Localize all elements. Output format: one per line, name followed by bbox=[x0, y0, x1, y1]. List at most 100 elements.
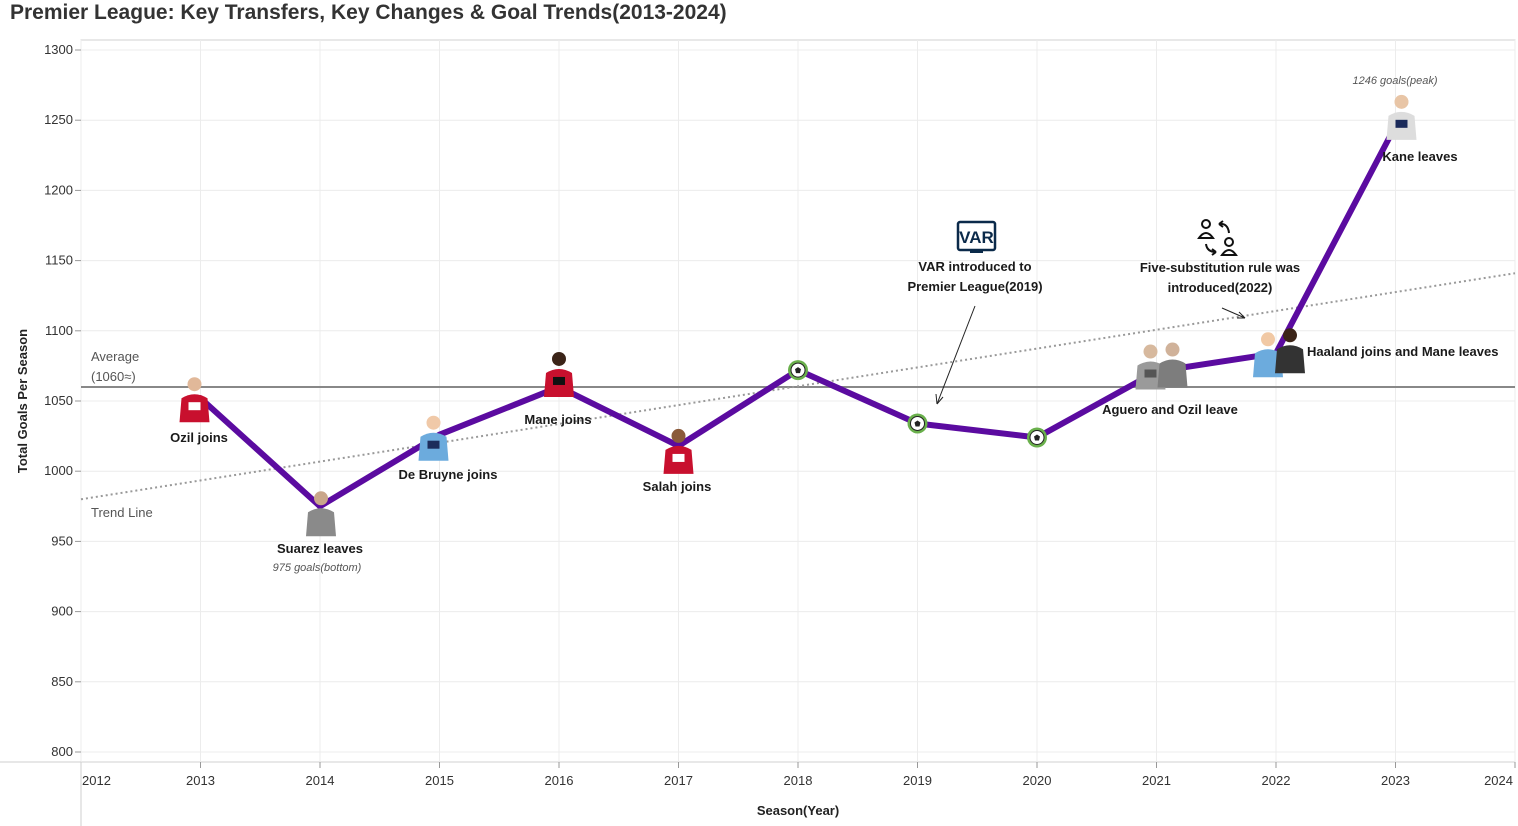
player-head bbox=[671, 428, 686, 443]
x-tick-label: 2020 bbox=[1023, 773, 1052, 788]
debruyne-image bbox=[418, 415, 449, 461]
player-head bbox=[552, 351, 566, 366]
ozil-image bbox=[179, 377, 210, 423]
football-marker-icon bbox=[1027, 427, 1047, 448]
x-tick-label: 2019 bbox=[903, 773, 932, 788]
annotation-aguero: Aguero and Ozil leave bbox=[1102, 402, 1238, 417]
x-tick-label: 2014 bbox=[306, 773, 335, 788]
trend-line-label: Trend Line bbox=[91, 505, 153, 520]
annotation-label: introduced(2022) bbox=[1168, 280, 1273, 295]
annotations: Ozil joins Suarez leaves 975 goals(bottom)… bbox=[170, 75, 1498, 574]
x-tick-label: 2022 bbox=[1262, 773, 1291, 788]
player-shirt-detail bbox=[553, 376, 565, 385]
player-head bbox=[1394, 94, 1409, 109]
football-patch bbox=[795, 367, 801, 374]
x-tick-label: 2023 bbox=[1381, 773, 1410, 788]
y-tick-label: 950 bbox=[51, 533, 73, 548]
player-head bbox=[426, 415, 441, 430]
salah-image bbox=[663, 428, 694, 474]
sub-arrow-1-head bbox=[1218, 220, 1224, 228]
suarez-image bbox=[306, 491, 336, 537]
y-tick-label: 1300 bbox=[44, 42, 73, 57]
x-axis-title: Season(Year) bbox=[757, 803, 839, 818]
average-label: (1060≈) bbox=[91, 369, 136, 384]
gridlines bbox=[80, 40, 1516, 762]
football-patch bbox=[1034, 434, 1040, 441]
trend-line bbox=[80, 272, 1516, 501]
player-head bbox=[1165, 342, 1180, 357]
player-head bbox=[187, 377, 202, 392]
player-head bbox=[314, 491, 328, 506]
y-tick-label: 1100 bbox=[45, 323, 73, 338]
y-tick-label: 800 bbox=[51, 744, 73, 759]
annotation-label: Kane leaves bbox=[1382, 149, 1457, 164]
player-shirt-detail bbox=[1395, 119, 1408, 128]
x-tick-label: 2024 bbox=[1484, 773, 1513, 788]
fivesub-arrow-line bbox=[1221, 307, 1246, 319]
annotation-note: 1246 goals(peak) bbox=[1352, 75, 1437, 87]
sub-person-1-body bbox=[1197, 232, 1215, 239]
player-shirt-detail bbox=[672, 453, 685, 462]
annotation-label: Premier League(2019) bbox=[907, 279, 1042, 294]
x-tick-label: 2012 bbox=[82, 773, 111, 788]
annotation-label: Salah joins bbox=[643, 479, 712, 494]
player-body bbox=[1275, 345, 1305, 374]
y-tick-label: 1250 bbox=[44, 112, 73, 127]
player-head bbox=[1283, 328, 1297, 343]
annotation-haaland: Haaland joins and Mane leaves bbox=[1307, 344, 1498, 359]
sub-arrow-2-head bbox=[1211, 248, 1217, 256]
reference-lines: Average (1060≈) Trend Line bbox=[80, 272, 1516, 520]
var-arrow-head bbox=[935, 393, 944, 405]
x-tick-label: 2018 bbox=[784, 773, 813, 788]
annotation-mane: Mane joins bbox=[524, 412, 591, 427]
average-label: Average bbox=[91, 349, 139, 364]
var-arrow-line bbox=[936, 305, 976, 405]
player-images bbox=[179, 94, 1417, 537]
football-marker-icon bbox=[788, 360, 808, 381]
substitution-icon bbox=[1197, 219, 1238, 256]
x-tick-label: 2021 bbox=[1142, 773, 1171, 788]
sub-person-2-head bbox=[1224, 237, 1234, 247]
sub-person-1-head bbox=[1201, 219, 1211, 229]
x-tick-label: 2015 bbox=[425, 773, 454, 788]
var-icon: VAR bbox=[956, 220, 997, 253]
player-head bbox=[1261, 332, 1275, 347]
player-head bbox=[1143, 344, 1158, 359]
y-tick-label: 1000 bbox=[44, 463, 73, 478]
annotation-label: Haaland joins and Mane leaves bbox=[1307, 344, 1498, 359]
annotation-arrows bbox=[935, 305, 1246, 405]
x-tick-label: 2017 bbox=[664, 773, 693, 788]
mane-leaves-image bbox=[1275, 328, 1305, 374]
fivesub-arrow-head bbox=[1237, 311, 1246, 319]
y-tick-label: 900 bbox=[51, 604, 73, 619]
annotation-label: Suarez leaves bbox=[277, 541, 363, 556]
y-tick-label: 1050 bbox=[44, 393, 73, 408]
football-patch bbox=[914, 420, 921, 427]
football-markers bbox=[788, 360, 1047, 448]
mane-image bbox=[544, 351, 574, 397]
annotation-label: Mane joins bbox=[524, 412, 591, 427]
var-icon-text: VAR bbox=[959, 228, 994, 247]
annotation-suarez: Suarez leaves 975 goals(bottom) bbox=[273, 541, 363, 574]
annotation-fivesub: Five-substitution rule was introduced(202… bbox=[1140, 260, 1300, 295]
annotation-note: 975 goals(bottom) bbox=[273, 562, 362, 574]
annotation-label: De Bruyne joins bbox=[399, 467, 498, 482]
player-body bbox=[306, 508, 336, 537]
annotation-label: Five-substitution rule was bbox=[1140, 260, 1300, 275]
player-shirt-detail bbox=[427, 440, 440, 449]
football-marker-icon bbox=[907, 413, 928, 434]
player-shirt-detail bbox=[188, 402, 201, 411]
annotation-var: VAR introduced to Premier League(2019) bbox=[907, 259, 1042, 294]
player-body bbox=[1157, 359, 1188, 388]
var-stand bbox=[970, 250, 983, 253]
annotation-ozil: Ozil joins bbox=[170, 430, 228, 445]
annotation-label: Aguero and Ozil leave bbox=[1102, 402, 1238, 417]
y-axis-title: Total Goals Per Season bbox=[15, 329, 30, 473]
page-title: Premier League: Key Transfers, Key Chang… bbox=[10, 1, 727, 24]
annotation-label: VAR introduced to bbox=[918, 259, 1031, 274]
x-tick-label: 2016 bbox=[545, 773, 574, 788]
y-tick-label: 1200 bbox=[44, 182, 73, 197]
annotation-label: Ozil joins bbox=[170, 430, 228, 445]
sub-person-2-body bbox=[1220, 249, 1238, 256]
